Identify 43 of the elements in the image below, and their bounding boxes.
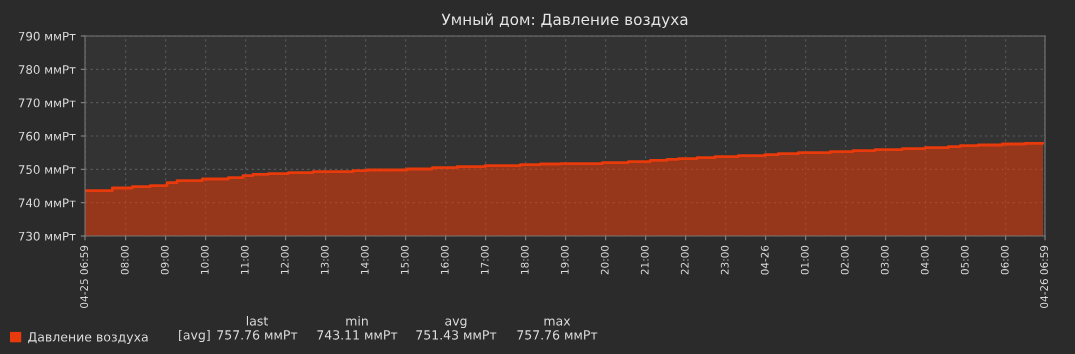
x-tick-label: 22:00	[680, 245, 689, 275]
x-tick-label: 08:00	[120, 245, 129, 275]
y-tick-label: 780 ммРт	[18, 65, 76, 74]
x-tick-label: 18:00	[520, 245, 529, 274]
x-tick-label: 20:00	[600, 245, 609, 275]
x-tick-label: 12:00	[280, 245, 289, 274]
x-tick-label: 04-25 06:59	[80, 245, 89, 308]
y-tick-label: 760 ммРт	[18, 131, 76, 141]
x-tick-label: 05:00	[960, 245, 969, 275]
x-tick-label: 03:00	[880, 245, 889, 275]
x-tick-label: 21:00	[640, 245, 649, 275]
chart-title: Умный дом: Давление воздуха	[441, 13, 688, 29]
x-tick-label: 06:00	[1000, 245, 1009, 275]
text: 757.76 ммРт	[517, 330, 598, 340]
x-tick-label: 09:00	[160, 245, 169, 275]
x-tick-label: 17:00	[480, 245, 489, 274]
y-tick-label: 730 ммРт	[18, 231, 76, 241]
x-tick-label: 13:00	[320, 245, 329, 274]
x-tick-label: 11:00	[240, 245, 249, 274]
text: last	[246, 315, 268, 326]
y-tick-label: 790 ммРт	[18, 31, 76, 41]
text: 757.76 ммРт	[217, 330, 298, 340]
y-tick-label: 770 ммРт	[18, 98, 76, 108]
x-tick-label: 02:00	[840, 245, 849, 275]
x-tick-label: 01:00	[800, 245, 809, 275]
y-tick-label: 750 ммРт	[18, 165, 76, 174]
x-tick-label: 15:00	[400, 245, 409, 274]
text: max	[544, 318, 571, 326]
text: 743.11 ммРт	[317, 330, 398, 340]
x-tick-label: 04:00	[920, 245, 929, 275]
x-tick-label: 19:00	[560, 245, 569, 274]
x-tick-label: 10:00	[200, 245, 209, 274]
legend-label: Давление воздуха	[28, 332, 148, 344]
text: 751.43 ммРт	[416, 330, 497, 340]
text: avg	[445, 318, 467, 329]
x-tick-label: 16:00	[440, 245, 449, 274]
x-tick-label: 04-26	[760, 245, 769, 275]
x-tick-label: 04-26 06:59	[1040, 245, 1049, 308]
y-tick-label: 740 ммРт	[18, 198, 76, 208]
x-tick-label: 14:00	[360, 245, 369, 274]
x-tick-label: 23:00	[720, 245, 729, 275]
text: [avg]	[179, 329, 210, 343]
text: min	[346, 315, 368, 326]
